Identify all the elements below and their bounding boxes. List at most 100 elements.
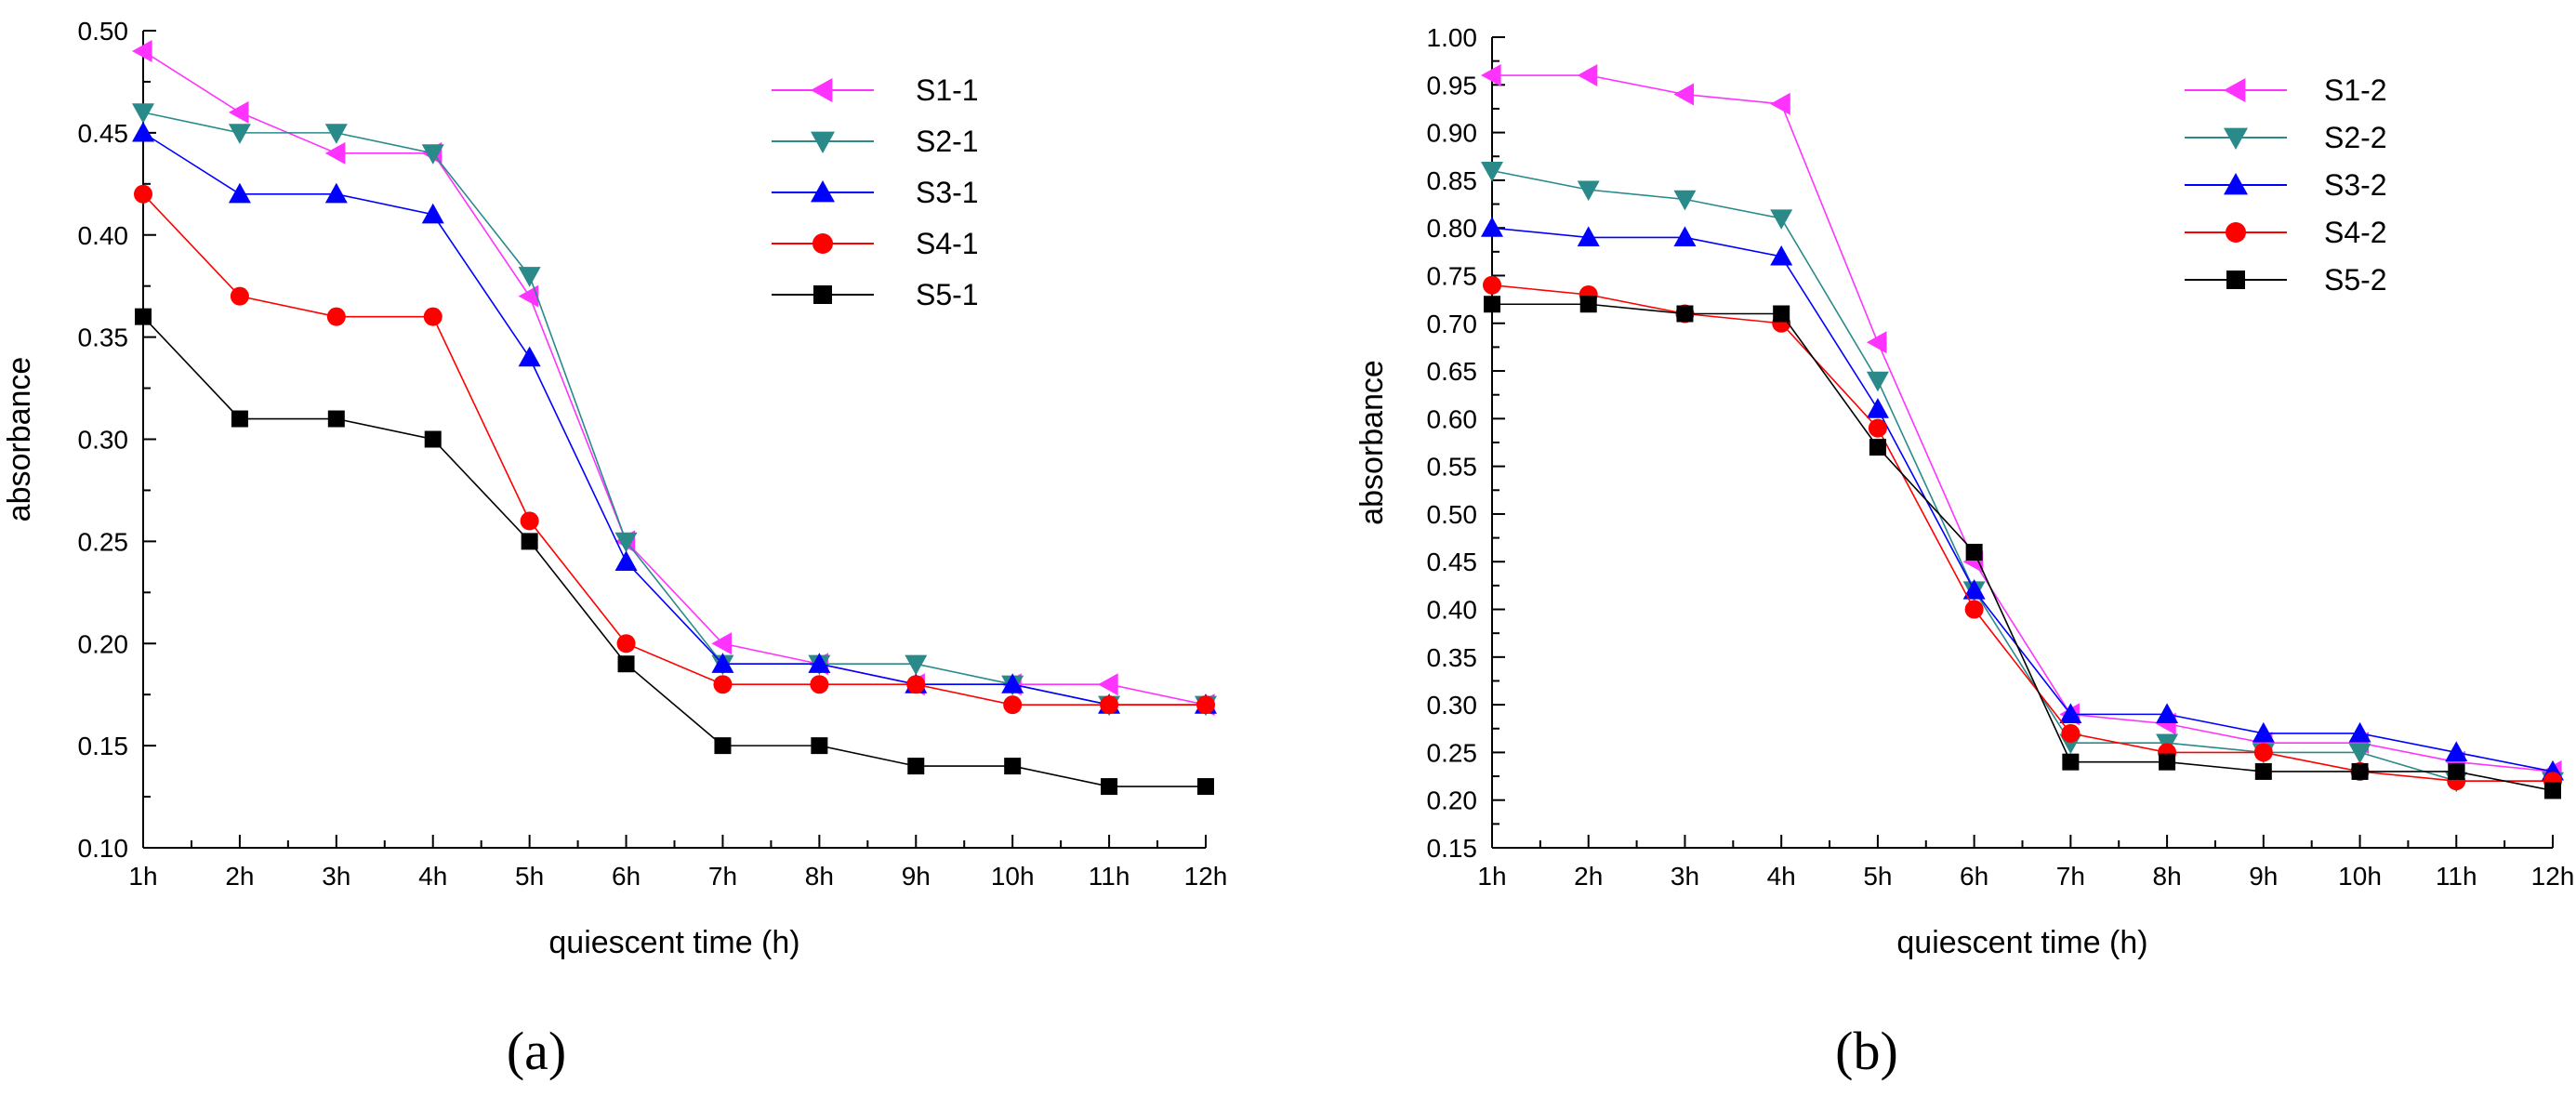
data-point-S3-1 xyxy=(808,653,831,673)
data-point-S2-2 xyxy=(1577,180,1600,202)
data-point-S5-2 xyxy=(2159,753,2176,771)
legend-label-S3-2: S3-2 xyxy=(2324,168,2387,202)
data-point-S3-2 xyxy=(2252,721,2275,743)
y-tick-label: 0.50 xyxy=(1427,500,1478,529)
data-point-S2-1 xyxy=(614,532,638,553)
data-point-S5-2 xyxy=(2448,762,2465,780)
data-point-S5-1 xyxy=(1101,778,1118,796)
y-tick-label: 0.15 xyxy=(78,732,129,760)
data-point-S5-1 xyxy=(424,430,442,448)
series-line-S5-1 xyxy=(142,316,1206,787)
data-point-S4-1 xyxy=(423,307,443,326)
series-line-S4-2 xyxy=(1491,284,2553,782)
y-tick-label: 1.00 xyxy=(1427,23,1478,52)
y-tick-label: 0.70 xyxy=(1427,310,1478,338)
data-point-S3-1 xyxy=(614,550,638,571)
y-axis-title: absorbance xyxy=(2,357,37,522)
legend-marker-S2-2 xyxy=(2224,127,2248,150)
data-point-S5-1 xyxy=(231,410,248,428)
data-point-S2-1 xyxy=(518,267,541,287)
data-point-S4-1 xyxy=(906,675,926,694)
data-point-S1-1 xyxy=(324,141,346,165)
data-point-S5-1 xyxy=(1004,758,1022,775)
legend-label-S2-2: S2-2 xyxy=(2324,121,2387,154)
y-axis-title: absorbance xyxy=(1354,360,1390,525)
y-tick-label: 0.30 xyxy=(78,426,129,455)
y-tick-label: 0.65 xyxy=(1427,357,1478,386)
x-tick-label: 9h xyxy=(2249,862,2278,891)
x-tick-label: 3h xyxy=(322,862,350,891)
data-point-S4-1 xyxy=(616,634,636,654)
y-tick-label: 0.35 xyxy=(78,324,129,352)
data-point-S3-2 xyxy=(2445,741,2468,762)
data-point-S1-1 xyxy=(518,284,539,308)
data-point-S4-1 xyxy=(1100,695,1119,715)
legend-label-S4-1: S4-1 xyxy=(916,227,979,260)
data-point-S3-2 xyxy=(2156,703,2179,723)
legend-label-S5-2: S5-2 xyxy=(2324,263,2387,297)
y-tick-label: 0.25 xyxy=(1427,738,1478,767)
x-tick-label: 6h xyxy=(1960,862,1988,891)
data-point-S4-1 xyxy=(1003,695,1023,715)
data-point-S2-1 xyxy=(421,144,444,165)
data-point-S3-2 xyxy=(1481,217,1503,237)
data-point-S3-1 xyxy=(518,346,541,367)
y-tick-label: 0.20 xyxy=(78,629,129,658)
x-axis-title: quiescent time (h) xyxy=(548,925,799,960)
legend-marker-S2-1 xyxy=(811,131,835,153)
legend-marker-S3-2 xyxy=(2224,173,2248,195)
x-tick-label: 2h xyxy=(225,862,254,891)
data-point-S1-2 xyxy=(1673,83,1695,106)
data-point-S5-2 xyxy=(1965,543,1983,561)
data-point-S5-2 xyxy=(1773,305,1790,323)
x-tick-label: 12h xyxy=(1184,862,1228,891)
legend-marker-S4-2 xyxy=(2226,222,2246,243)
y-tick-label: 0.20 xyxy=(1427,786,1478,815)
data-point-S1-1 xyxy=(228,100,249,124)
y-tick-label: 0.80 xyxy=(1427,214,1478,243)
y-tick-label: 0.85 xyxy=(1427,166,1478,195)
x-tick-label: 10h xyxy=(991,862,1035,891)
legend-label-S5-1: S5-1 xyxy=(916,278,979,311)
data-point-S3-2 xyxy=(1673,226,1697,247)
data-point-S1-2 xyxy=(1481,64,1501,87)
y-tick-label: 0.10 xyxy=(78,834,129,863)
data-point-S3-2 xyxy=(2348,721,2371,743)
x-tick-label: 7h xyxy=(708,862,737,891)
data-point-S4-1 xyxy=(134,184,152,204)
data-point-S2-1 xyxy=(228,124,251,144)
x-tick-label: 7h xyxy=(2056,862,2085,891)
y-tick-label: 0.35 xyxy=(1427,643,1478,672)
x-tick-label: 1h xyxy=(128,862,157,891)
x-tick-label: 2h xyxy=(1574,862,1603,891)
data-point-S5-1 xyxy=(811,737,828,755)
y-tick-label: 0.50 xyxy=(78,17,129,46)
data-point-S3-2 xyxy=(2059,703,2082,723)
x-axis-title: quiescent time (h) xyxy=(1896,925,2147,960)
y-tick-label: 0.55 xyxy=(1427,453,1478,482)
data-point-S1-1 xyxy=(711,632,733,655)
series-line-S3-1 xyxy=(142,132,1206,706)
data-point-S4-2 xyxy=(1868,418,1887,438)
data-point-S2-2 xyxy=(1866,371,1889,392)
data-point-S3-1 xyxy=(711,653,734,673)
series-line-S1-2 xyxy=(1492,74,2554,772)
chart-panel-a: 0.10 0.15 0.20 0.25 0.30 0.35 0.40 0.45 0.50 1h 2h… xyxy=(2,17,1227,1081)
data-point-S5-2 xyxy=(1869,439,1886,456)
data-point-S3-2 xyxy=(1866,398,1889,418)
data-point-S1-1 xyxy=(1098,673,1118,696)
data-point-S5-2 xyxy=(1484,296,1500,313)
data-point-S5-1 xyxy=(521,533,538,550)
data-point-S4-1 xyxy=(520,511,539,531)
x-tick-label: 5h xyxy=(515,862,544,891)
data-point-S2-2 xyxy=(2348,743,2371,764)
data-point-S4-1 xyxy=(713,675,733,694)
data-point-S4-1 xyxy=(810,675,829,694)
panel-label: (a) xyxy=(507,1021,566,1081)
x-tick-label: 9h xyxy=(902,862,931,891)
data-point-S2-2 xyxy=(1770,209,1793,230)
y-tick-label: 0.45 xyxy=(78,119,129,148)
series-line-S3-2 xyxy=(1491,227,2554,772)
x-tick-label: 8h xyxy=(805,862,834,891)
y-tick-label: 0.45 xyxy=(1427,548,1478,576)
